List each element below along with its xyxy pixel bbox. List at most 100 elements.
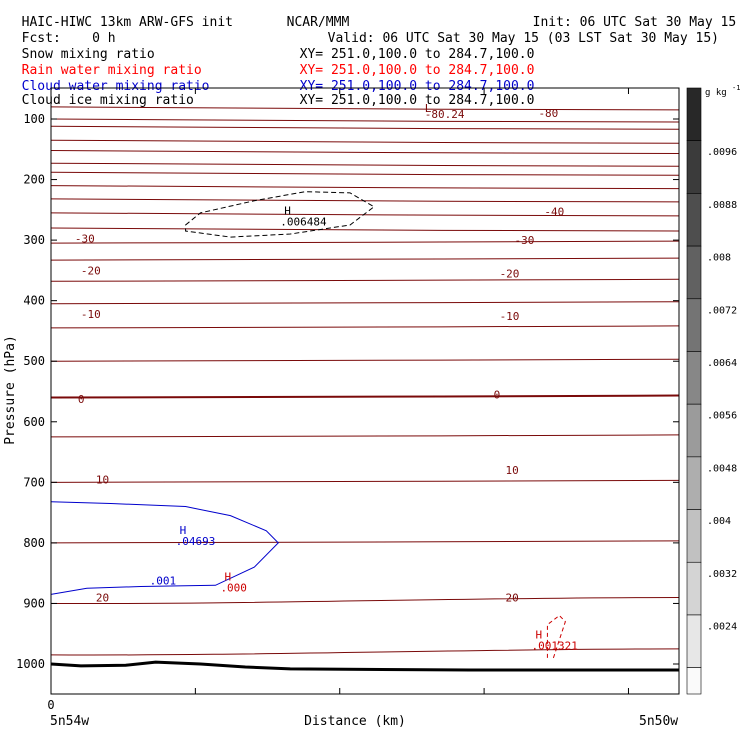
y-tick-label: 800 <box>23 536 45 550</box>
model-title: HAIC-HIWC 13km ARW-GFS init <box>21 15 233 30</box>
temperature-label: 10 <box>506 464 519 477</box>
cloud-water-max-h: H <box>180 524 187 537</box>
colorbar-cell <box>686 509 702 563</box>
contour-layer: -80 -80.24 -40 -30 -30 -20 -20 -10 -10 0 0 10 10 20 20… <box>50 102 680 672</box>
temperature-contour <box>50 227 680 232</box>
forecast-text: Fcst: 0 h <box>21 31 116 46</box>
cloud-water-contour <box>50 501 279 595</box>
snow-max-value: .006484 <box>280 216 327 229</box>
colorbar-label: .0024 <box>707 621 737 632</box>
colorbar-label: .004 <box>707 516 731 527</box>
colorbar-cell <box>686 614 702 668</box>
temperature-label: -30 <box>515 234 535 247</box>
temperature-label: 0 <box>494 389 501 402</box>
terrain-line <box>50 660 679 672</box>
rain-zero-value: .000 <box>220 581 247 594</box>
colorbar-unit-superscript: -1 <box>732 84 740 92</box>
temperature-contour <box>50 162 680 167</box>
temperature-label: 20 <box>506 591 519 604</box>
colorbar-cell <box>686 667 702 695</box>
y-axis-label: Pressure (hPa) <box>3 335 18 445</box>
colorbar-unit: g kg <box>705 88 727 98</box>
y-tick-label: 600 <box>23 415 45 429</box>
temperature-label: -20 <box>500 267 520 280</box>
temperature-label: -20 <box>81 264 101 277</box>
temperature-contour <box>50 648 680 656</box>
colorbar-cell <box>686 456 702 510</box>
colorbar-cell <box>686 351 702 405</box>
rain-contour <box>546 614 566 659</box>
cloud-water-max-value: .04693 <box>176 535 216 548</box>
y-tick-label: 900 <box>23 596 45 610</box>
temperature-label: -30 <box>75 232 95 245</box>
temperature-label: 0 <box>78 393 85 406</box>
temperature-contour <box>50 118 680 123</box>
temperature-contour <box>50 394 680 399</box>
temperature-contour <box>50 434 680 438</box>
temperature-contour <box>50 149 680 154</box>
colorbar-label: .0088 <box>707 200 737 211</box>
temperature-label: -80.24 <box>425 108 465 121</box>
temperature-contour <box>50 212 680 217</box>
x-axis-label: Distance (km) <box>304 714 406 729</box>
x-tick-label-0: 0 <box>47 698 54 712</box>
field-name: Rain water mixing ratio <box>21 63 202 78</box>
y-tick-label: 100 <box>23 112 45 126</box>
temperature-contour <box>50 301 680 305</box>
field-xy: XY= 251.0,100.0 to 284.7,100.0 <box>299 93 535 108</box>
temperature-label: -80 <box>538 107 558 120</box>
colorbar-cell <box>686 140 702 194</box>
temperature-contour <box>50 185 680 190</box>
field-xy: XY= 251.0,100.0 to 284.7,100.0 <box>299 63 535 78</box>
x-end-left: 5n54w <box>50 714 89 729</box>
colorbar-label: .0096 <box>707 147 737 158</box>
colorbar-label: .0032 <box>707 569 737 580</box>
field-xy-snow: XY= 251.0,100.0 to 284.7,100.0 <box>284 34 535 62</box>
x-end-right: 5n50w <box>639 714 678 729</box>
y-tick-label: 500 <box>23 354 45 368</box>
temperature-contour <box>50 596 680 605</box>
temperature-label: 20 <box>96 591 109 604</box>
valid-text: Valid: 06 UTC Sat 30 May 15 (03 LST Sat … <box>327 31 719 46</box>
temperature-contour <box>50 106 680 111</box>
temperature-contour <box>50 125 680 130</box>
valid-label: Valid: 06 UTC Sat 30 May 15 (03 LST Sat … <box>312 18 719 46</box>
cloud-water-level-label: .001 <box>150 574 177 587</box>
colorbar-label: .008 <box>707 253 731 264</box>
snow-contour <box>185 191 375 238</box>
title-line: HAIC-HIWC 13km ARW-GFS init <box>6 2 233 30</box>
temperature-contour <box>50 278 680 282</box>
y-tick-label: 1000 <box>16 657 45 671</box>
field-name: Snow mixing ratio <box>21 47 155 62</box>
temperature-label: -10 <box>81 308 101 321</box>
colorbar-label: .0072 <box>707 305 737 316</box>
temperature-contour <box>50 240 680 244</box>
colorbar-cell <box>686 561 702 616</box>
snow-max-h: H <box>284 205 291 218</box>
field-xy: XY= 251.0,100.0 to 284.7,100.0 <box>299 79 535 94</box>
colorbar-cell <box>686 193 702 247</box>
init-label: Init: 06 UTC Sat 30 May 15 <box>517 2 737 30</box>
field-xy-rain: XY= 251.0,100.0 to 284.7,100.0 <box>284 50 535 78</box>
temperature-contour <box>50 171 680 176</box>
field-xy-cloud-ice: XY= 251.0,100.0 to 284.7,100.0 <box>284 80 535 108</box>
rain-max-value: .001321 <box>531 640 577 653</box>
org-text: NCAR/MMM <box>286 15 350 30</box>
colorbar: .0096 .0088 .008 .0072 .0064 .0056 .0048 .004 .0… <box>686 84 740 695</box>
field-row-cloud-water: Cloud water mixing ratio <box>6 66 210 94</box>
colorbar-cell <box>686 87 702 141</box>
temperature-label: -40 <box>544 206 564 219</box>
colorbar-label: .0048 <box>707 463 737 474</box>
temperature-contour <box>50 139 680 144</box>
colorbar-cell <box>686 403 702 458</box>
init-text: Init: 06 UTC Sat 30 May 15 <box>532 15 737 30</box>
rain-zero-h: H <box>224 570 231 583</box>
field-xy-cloud-water: XY= 251.0,100.0 to 284.7,100.0 <box>284 66 535 94</box>
temperature-label: -10 <box>500 310 520 323</box>
org-label: NCAR/MMM <box>271 2 350 30</box>
field-xy: XY= 251.0,100.0 to 284.7,100.0 <box>299 47 535 62</box>
field-row-snow: Snow mixing ratio <box>6 34 155 62</box>
temperature-contour <box>50 479 680 484</box>
